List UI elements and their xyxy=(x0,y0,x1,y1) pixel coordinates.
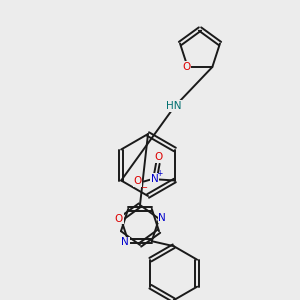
Text: +: + xyxy=(157,169,163,178)
Text: N: N xyxy=(122,237,129,247)
Text: HN: HN xyxy=(166,101,182,111)
Text: −: − xyxy=(140,183,147,192)
Text: O: O xyxy=(155,152,163,163)
Text: N: N xyxy=(158,213,166,223)
Text: O: O xyxy=(182,62,191,72)
Text: O: O xyxy=(134,176,142,187)
Text: O: O xyxy=(115,214,123,224)
Text: N: N xyxy=(151,173,159,184)
